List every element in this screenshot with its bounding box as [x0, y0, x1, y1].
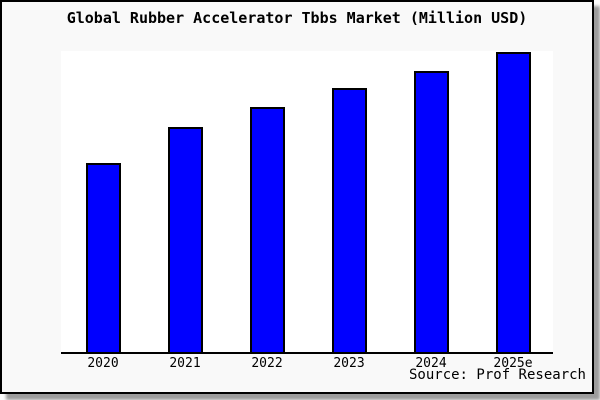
- bar-2020: [85, 163, 121, 352]
- chart-frame: Global Rubber Accelerator Tbbs Market (M…: [0, 0, 594, 394]
- bar-2025e: [495, 51, 531, 352]
- x-tick-label-2022: 2022: [251, 356, 283, 371]
- x-tick-label-2023: 2023: [333, 356, 365, 371]
- x-tick-label-2025e: 2025e: [493, 356, 533, 371]
- plot-area: [61, 51, 553, 354]
- bar-2021: [167, 126, 203, 352]
- chart-title: Global Rubber Accelerator Tbbs Market (M…: [66, 9, 528, 27]
- bar-2022: [249, 106, 285, 352]
- bar-2024: [413, 70, 449, 352]
- source-note: Source: Prof Research: [408, 367, 586, 383]
- x-tick-label-2021: 2021: [169, 356, 201, 371]
- x-tick-label-2024: 2024: [415, 356, 447, 371]
- x-tick-label-2020: 2020: [87, 356, 119, 371]
- bar-2023: [331, 87, 367, 352]
